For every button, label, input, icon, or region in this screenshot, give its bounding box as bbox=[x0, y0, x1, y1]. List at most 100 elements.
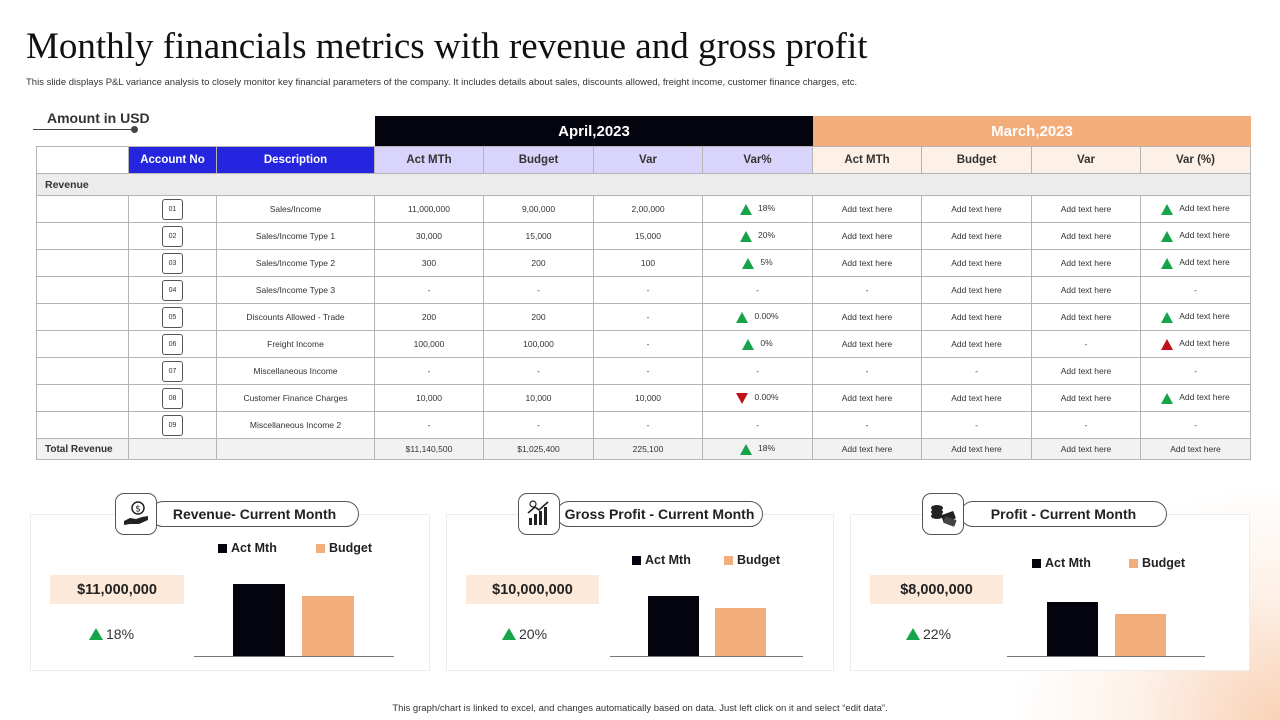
header-march-varpct: Var (%) bbox=[1140, 146, 1251, 174]
header-march-var: Var bbox=[1031, 146, 1141, 174]
up-arrow-red-icon bbox=[1161, 338, 1174, 350]
revenue-card-title: Revenue- Current Month bbox=[150, 501, 359, 527]
cell-march-act: - bbox=[812, 411, 922, 439]
cell-march-act: - bbox=[812, 276, 922, 304]
cell-april-var: 100 bbox=[593, 249, 703, 277]
gross-profit-pct: 20% bbox=[502, 626, 547, 642]
profit-card-title: Profit - Current Month bbox=[960, 501, 1167, 527]
cell-march-var: - bbox=[1031, 330, 1141, 358]
chart-baseline bbox=[1007, 656, 1205, 657]
profit-legend-act: Act Mth bbox=[1032, 556, 1091, 570]
up-arrow-icon bbox=[906, 628, 920, 640]
march-varpct-value: - bbox=[1194, 366, 1197, 376]
cell-account-no: 05 bbox=[128, 303, 217, 331]
account-number-badge: 02 bbox=[162, 225, 183, 247]
cell-april-var: - bbox=[593, 303, 703, 331]
cell-april-budget: 200 bbox=[483, 249, 594, 277]
table-row: 06 Freight Income 100,000 100,000-0% Add tex… bbox=[36, 330, 1251, 358]
cell-march-budget: - bbox=[921, 357, 1032, 385]
period-header-march: March,2023 bbox=[813, 116, 1251, 146]
cell-april-varpct: 0.00% bbox=[702, 384, 813, 412]
april-varpct-value: - bbox=[756, 366, 759, 376]
total-march-varpct: Add text here bbox=[1140, 438, 1251, 460]
cell-april-varpct: 5% bbox=[702, 249, 813, 277]
cell-account-no: 07 bbox=[128, 357, 217, 385]
cell-march-act: Add text here bbox=[812, 330, 922, 358]
account-number-badge: 05 bbox=[162, 306, 183, 328]
march-varpct-value: Add text here bbox=[1179, 338, 1230, 349]
cell-march-var: Add text here bbox=[1031, 249, 1141, 277]
cell-blank bbox=[36, 222, 129, 250]
header-april-var: Var bbox=[593, 146, 703, 174]
bar-budget bbox=[715, 608, 766, 656]
cell-blank bbox=[36, 330, 129, 358]
march-varpct-value: Add text here bbox=[1179, 311, 1230, 322]
table-row: 05 Discounts Allowed - Trade 200 200-0.00% A… bbox=[36, 303, 1251, 331]
profit-pct-value: 22% bbox=[923, 626, 952, 642]
cell-blank bbox=[36, 357, 129, 385]
up-arrow-icon bbox=[1161, 203, 1174, 215]
revenue-legend-budget: Budget bbox=[316, 541, 372, 555]
cell-april-varpct: 0.00% bbox=[702, 303, 813, 331]
cell-march-budget: Add text here bbox=[921, 303, 1032, 331]
account-number-badge: 04 bbox=[162, 279, 183, 301]
header-march-budget: Budget bbox=[921, 146, 1032, 174]
table-row: 07 Miscellaneous Income - - - - - - Add text her… bbox=[36, 357, 1251, 385]
header-april-act: Act MTh bbox=[374, 146, 484, 174]
cell-description: Discounts Allowed - Trade bbox=[216, 303, 375, 331]
table-row: 08 Customer Finance Charges 10,000 10,000 10… bbox=[36, 384, 1251, 412]
profit-pct: 22% bbox=[906, 626, 951, 642]
legend-swatch-budget bbox=[724, 555, 733, 565]
up-arrow-icon bbox=[1161, 230, 1174, 242]
up-arrow-icon bbox=[739, 203, 752, 215]
cell-march-var: Add text here bbox=[1031, 195, 1141, 223]
gross-profit-card-title: Gross Profit - Current Month bbox=[556, 501, 763, 527]
cell-april-act: 10,000 bbox=[374, 384, 484, 412]
chart-baseline bbox=[610, 656, 803, 657]
cell-description: Miscellaneous Income bbox=[216, 357, 375, 385]
cell-march-act: Add text here bbox=[812, 303, 922, 331]
cell-april-budget: 100,000 bbox=[483, 330, 594, 358]
cell-april-budget: 10,000 bbox=[483, 384, 594, 412]
cell-april-budget: 15,000 bbox=[483, 222, 594, 250]
footer-note: This graph/chart is linked to excel, and… bbox=[392, 703, 888, 714]
bar-act-mth bbox=[1047, 602, 1098, 656]
cell-blank bbox=[216, 438, 375, 460]
cell-april-budget: 9,00,000 bbox=[483, 195, 594, 223]
cell-account-no: 02 bbox=[128, 222, 217, 250]
table-row: 03 Sales/Income Type 2 300 200 100 5% Add text… bbox=[36, 249, 1251, 277]
cell-april-act: 100,000 bbox=[374, 330, 484, 358]
financials-table: Account No Description Act MTh Budget Va… bbox=[36, 146, 1251, 460]
gross-profit-amount: $10,000,000 bbox=[466, 575, 599, 604]
cell-blank bbox=[128, 438, 217, 460]
period-header-april: April,2023 bbox=[375, 116, 813, 146]
total-april-budget: $1,025,400 bbox=[483, 438, 594, 460]
cell-account-no: 04 bbox=[128, 276, 217, 304]
cell-march-budget: Add text here bbox=[921, 384, 1032, 412]
revenue-pct-value: 18% bbox=[106, 626, 135, 642]
amount-dot bbox=[131, 126, 138, 133]
account-number-badge: 03 bbox=[162, 252, 183, 274]
header-account-no: Account No bbox=[128, 146, 217, 174]
cell-april-var: 15,000 bbox=[593, 222, 703, 250]
up-arrow-icon bbox=[89, 628, 103, 640]
cell-april-act: 300 bbox=[374, 249, 484, 277]
cell-account-no: 01 bbox=[128, 195, 217, 223]
cell-march-budget: Add text here bbox=[921, 222, 1032, 250]
down-arrow-icon bbox=[736, 392, 749, 404]
cell-march-var: Add text here bbox=[1031, 276, 1141, 304]
cell-march-var: Add text here bbox=[1031, 303, 1141, 331]
april-varpct-value: 5% bbox=[760, 257, 773, 268]
cell-march-act: - bbox=[812, 357, 922, 385]
up-arrow-icon bbox=[1161, 392, 1174, 404]
cell-march-varpct: Add text here bbox=[1140, 384, 1251, 412]
cell-april-act: 200 bbox=[374, 303, 484, 331]
total-varpct-value: 18% bbox=[757, 443, 775, 454]
revenue-amount: $11,000,000 bbox=[50, 575, 184, 604]
account-number-badge: 08 bbox=[162, 387, 183, 409]
up-arrow-icon bbox=[742, 338, 755, 350]
chart-baseline bbox=[194, 656, 394, 657]
page-subtitle: This slide displays P&L variance analysi… bbox=[26, 77, 858, 88]
cell-march-budget: Add text here bbox=[921, 249, 1032, 277]
table-row: 04 Sales/Income Type 3- - - - - Add text here A… bbox=[36, 276, 1251, 304]
